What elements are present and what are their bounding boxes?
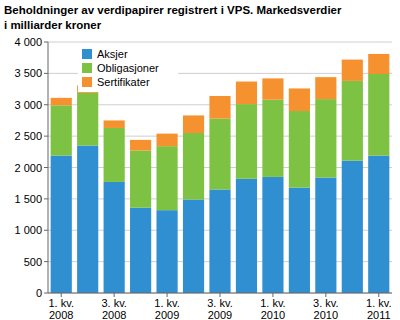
y-tick bbox=[44, 293, 48, 294]
bar-segment bbox=[51, 98, 72, 106]
bar-segment bbox=[315, 77, 336, 99]
bar-segment bbox=[262, 177, 283, 293]
legend-swatch bbox=[82, 77, 92, 87]
legend-box bbox=[78, 44, 178, 92]
bar-segment bbox=[289, 111, 310, 188]
legend-label: Obligasjoner bbox=[97, 62, 159, 74]
grid-line bbox=[48, 42, 392, 43]
x-tick-label: 3. kv.2010 bbox=[313, 297, 338, 320]
y-tick-label: 4 000 bbox=[14, 36, 42, 48]
y-tick bbox=[44, 104, 48, 105]
bar-segment bbox=[209, 119, 230, 190]
y-tick-label: 0 bbox=[36, 287, 42, 299]
bar-segment bbox=[368, 156, 389, 293]
y-tick bbox=[44, 230, 48, 231]
bar-segment bbox=[77, 146, 98, 293]
bar-segment bbox=[183, 133, 204, 200]
bar-segment bbox=[342, 161, 363, 293]
bar-segment bbox=[262, 100, 283, 177]
bar-segment bbox=[104, 182, 125, 293]
bar-segment bbox=[262, 78, 283, 99]
y-tick bbox=[44, 261, 48, 262]
bar-segment bbox=[289, 88, 310, 111]
y-tick bbox=[44, 167, 48, 168]
bar-segment bbox=[342, 81, 363, 161]
y-tick-label: 2 000 bbox=[14, 162, 42, 174]
bar-segment bbox=[315, 99, 336, 177]
bar-segment bbox=[51, 105, 72, 155]
y-tick bbox=[44, 73, 48, 74]
title: Beholdninger av verdipapirer registrert … bbox=[4, 4, 342, 31]
y-tick-label: 1 500 bbox=[14, 193, 42, 205]
x-tick-label: 1. kv.2011 bbox=[366, 297, 391, 320]
bar-segment bbox=[156, 146, 177, 210]
x-tick-label: 3. kv.2009 bbox=[207, 297, 232, 320]
bar-segment bbox=[236, 82, 257, 105]
bar-segment bbox=[156, 134, 177, 147]
y-tick-label: 500 bbox=[24, 256, 42, 268]
y-tick-label: 2 500 bbox=[14, 130, 42, 142]
bar-segment bbox=[183, 115, 204, 133]
x-tick-label: 1. kv.2009 bbox=[154, 297, 179, 320]
legend: Aksjer Obligasjoner Sertifikater bbox=[78, 44, 178, 92]
legend-swatch bbox=[82, 63, 92, 73]
y-tick bbox=[44, 136, 48, 137]
bar-segment bbox=[289, 188, 310, 293]
bar-segment bbox=[130, 151, 151, 208]
chart: Beholdninger av verdipapirer registrert … bbox=[0, 0, 400, 320]
bar-segment bbox=[104, 120, 125, 128]
y-tick-label: 3 500 bbox=[14, 67, 42, 79]
bar-segment bbox=[130, 208, 151, 293]
y-axis bbox=[48, 42, 49, 293]
legend-label: Sertifikater bbox=[97, 76, 150, 88]
y-tick bbox=[44, 198, 48, 199]
bar-segment bbox=[77, 93, 98, 146]
x-tick-label: 1. kv.2010 bbox=[260, 297, 285, 320]
y-tick-label: 1 000 bbox=[14, 224, 42, 236]
x-tick-label: 3. kv.2008 bbox=[101, 297, 126, 320]
bar-segment bbox=[368, 54, 389, 74]
grid bbox=[44, 42, 392, 293]
y-tick-label: 3 000 bbox=[14, 99, 42, 111]
bar-segment bbox=[51, 156, 72, 293]
bar-segment bbox=[130, 140, 151, 151]
bar-segment bbox=[236, 104, 257, 179]
x-tick-label: 1. kv.2008 bbox=[48, 297, 73, 320]
y-tick bbox=[44, 42, 48, 43]
bar-segment bbox=[368, 74, 389, 156]
bar-segment bbox=[104, 128, 125, 182]
bar-segment bbox=[183, 200, 204, 293]
legend-label: Aksjer bbox=[97, 48, 128, 60]
bar-segment bbox=[342, 60, 363, 81]
legend-swatch bbox=[82, 49, 92, 59]
bar-segment bbox=[156, 210, 177, 293]
bar-segment bbox=[236, 179, 257, 293]
bar-segment bbox=[209, 96, 230, 119]
bar-segment bbox=[209, 189, 230, 293]
bar-segment bbox=[315, 178, 336, 293]
